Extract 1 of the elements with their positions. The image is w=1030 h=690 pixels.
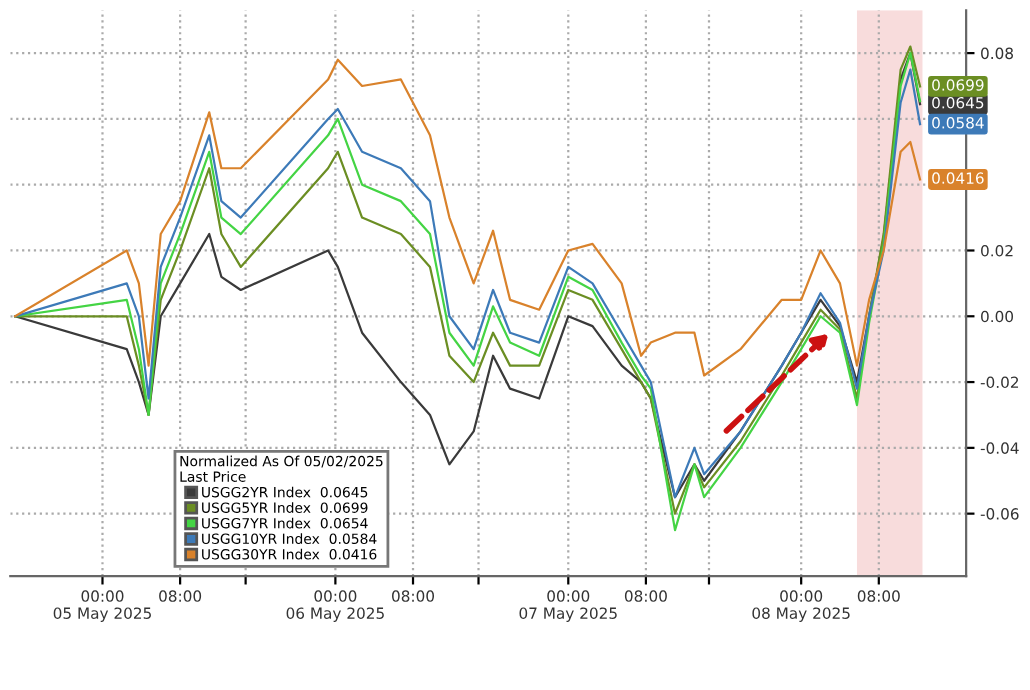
line-series [14, 58, 922, 377]
